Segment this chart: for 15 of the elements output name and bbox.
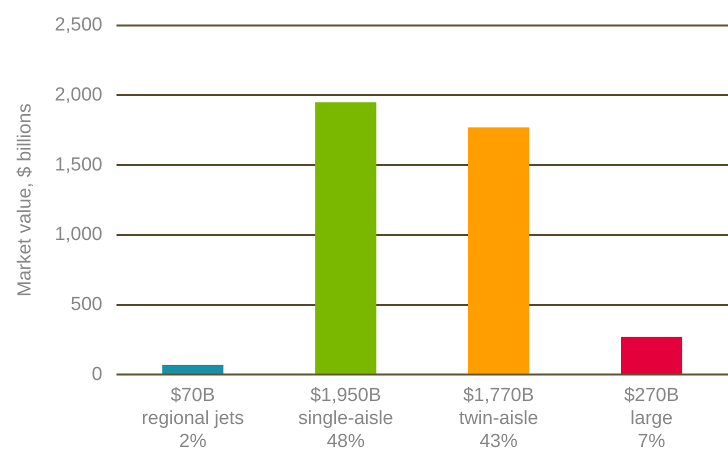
x-tick-label: $270B large 7%	[624, 385, 680, 452]
bar	[315, 102, 376, 374]
y-tick-label: 1,500	[54, 154, 102, 176]
bar	[162, 364, 224, 374]
y-tick-label: 1,000	[54, 224, 102, 246]
x-tick-label: $1,770B twin-aisle 43%	[459, 385, 538, 452]
y-tick-label: 2,000	[54, 84, 102, 106]
x-tick-label: $1,950B single-aisle 48%	[298, 385, 394, 452]
x-tick-label: $70B regional jets 2%	[142, 385, 244, 452]
bar	[468, 127, 530, 374]
y-axis-title: Market value, $ billions	[14, 103, 36, 297]
bar	[620, 336, 682, 374]
y-tick-label: 0	[92, 364, 102, 385]
y-tick-label: 2,500	[54, 14, 102, 36]
y-tick-label: 500	[70, 294, 102, 315]
